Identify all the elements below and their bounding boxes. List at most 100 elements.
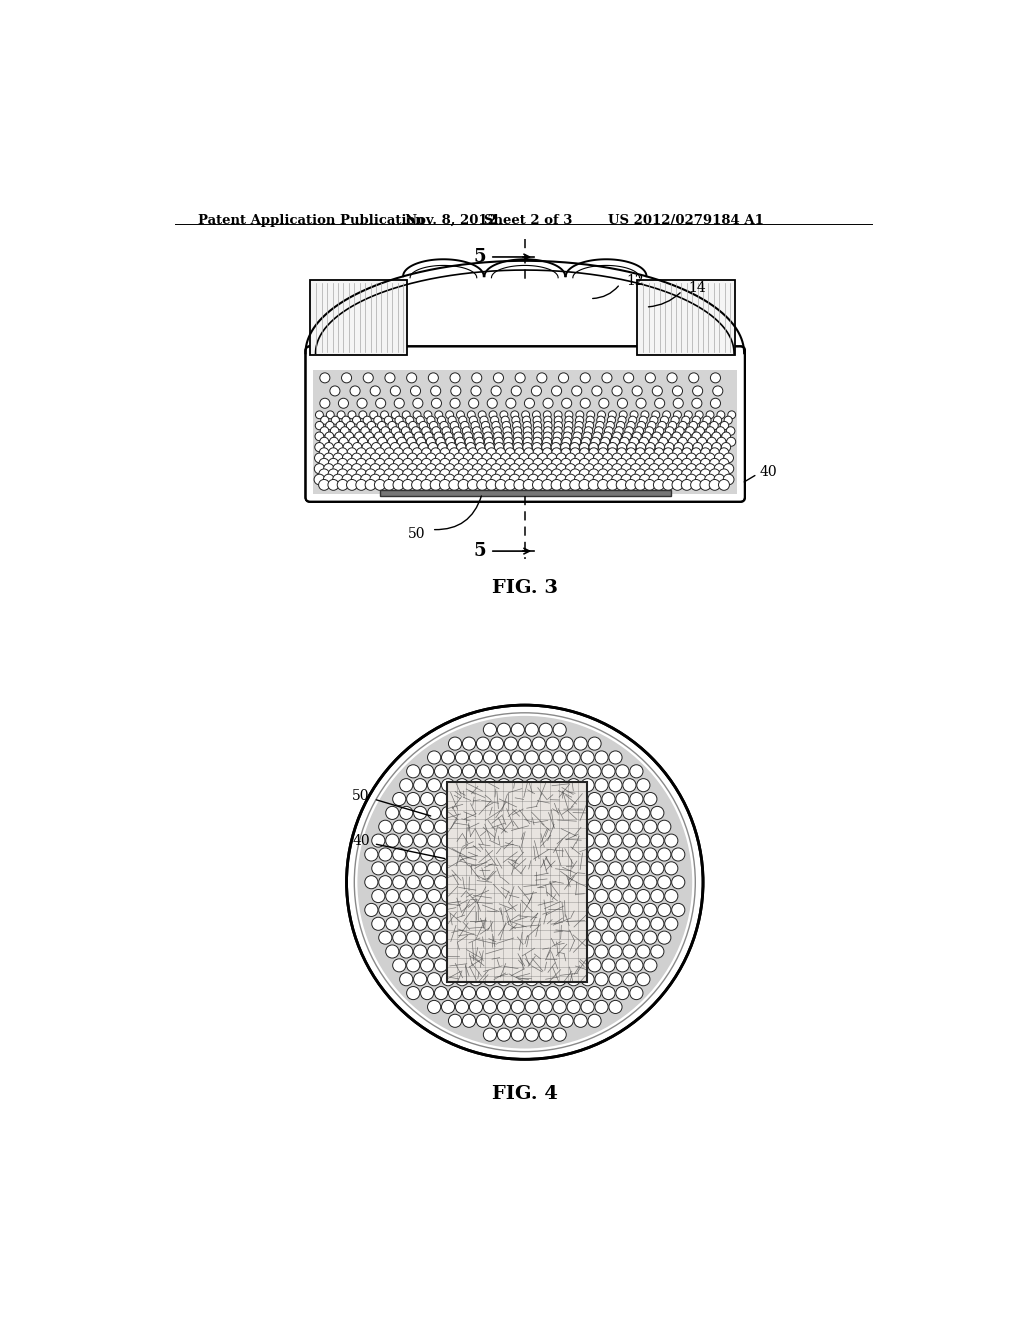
Circle shape [496,458,506,469]
Circle shape [428,442,437,451]
Circle shape [574,764,587,777]
Circle shape [644,958,657,972]
Circle shape [523,437,532,446]
Circle shape [370,411,378,418]
Circle shape [444,453,455,463]
Circle shape [392,958,406,972]
Circle shape [381,442,390,451]
Circle shape [375,458,385,469]
Text: FIG. 4: FIG. 4 [492,1085,558,1104]
Circle shape [589,479,599,490]
Circle shape [553,862,566,875]
Circle shape [422,447,431,457]
Circle shape [607,458,617,469]
Circle shape [602,986,615,999]
Circle shape [584,474,595,484]
Circle shape [431,385,440,396]
Circle shape [580,447,589,457]
Circle shape [644,847,657,861]
Circle shape [714,474,725,484]
Circle shape [393,458,403,469]
Circle shape [431,458,440,469]
Circle shape [563,432,571,441]
Circle shape [337,411,345,418]
Circle shape [331,426,339,436]
Circle shape [584,463,594,474]
Circle shape [553,751,566,764]
Circle shape [454,474,464,484]
Circle shape [532,458,543,469]
Circle shape [657,847,671,861]
Circle shape [655,426,664,436]
Circle shape [449,875,462,888]
Circle shape [498,917,510,931]
Circle shape [490,986,504,999]
Circle shape [653,479,665,490]
Circle shape [677,453,687,463]
Circle shape [673,399,683,408]
Circle shape [375,447,385,457]
Circle shape [478,411,486,418]
Circle shape [469,416,477,424]
Circle shape [560,442,570,451]
Circle shape [645,447,654,457]
Circle shape [485,442,495,451]
Circle shape [567,890,581,903]
Circle shape [524,447,534,457]
Circle shape [525,779,539,792]
Circle shape [512,416,520,424]
Circle shape [481,474,493,484]
Circle shape [678,437,687,446]
Circle shape [490,1014,504,1027]
Circle shape [617,399,628,408]
Circle shape [726,426,735,436]
Circle shape [440,458,450,469]
Circle shape [371,453,380,463]
Circle shape [540,1001,552,1014]
Circle shape [464,432,473,441]
Circle shape [700,458,711,469]
Text: 14: 14 [688,281,707,294]
Circle shape [574,737,587,750]
Circle shape [444,432,453,441]
Circle shape [525,751,539,764]
Circle shape [534,421,542,430]
Circle shape [450,372,460,383]
Circle shape [474,432,482,441]
Circle shape [390,385,400,396]
Circle shape [672,432,681,441]
Circle shape [595,807,608,820]
Circle shape [609,890,622,903]
Circle shape [469,917,482,931]
Circle shape [623,779,636,792]
Circle shape [347,469,357,479]
Circle shape [399,442,410,451]
Circle shape [428,807,440,820]
Circle shape [540,945,552,958]
Circle shape [650,416,658,424]
Circle shape [607,469,617,479]
Circle shape [523,479,535,490]
Circle shape [532,820,546,833]
Circle shape [565,463,575,474]
Circle shape [653,469,665,479]
Circle shape [483,751,497,764]
Circle shape [444,474,455,484]
Circle shape [540,1028,552,1041]
Circle shape [467,411,475,418]
Circle shape [511,834,524,847]
Circle shape [421,479,432,490]
Circle shape [386,917,399,931]
Circle shape [449,958,462,972]
Circle shape [421,875,434,888]
Circle shape [581,917,594,931]
FancyBboxPatch shape [305,346,744,502]
Circle shape [657,903,671,916]
Circle shape [356,469,367,479]
Circle shape [668,463,678,474]
Circle shape [538,453,548,463]
Circle shape [449,764,462,777]
Circle shape [490,847,504,861]
Circle shape [710,421,718,430]
Circle shape [384,447,394,457]
